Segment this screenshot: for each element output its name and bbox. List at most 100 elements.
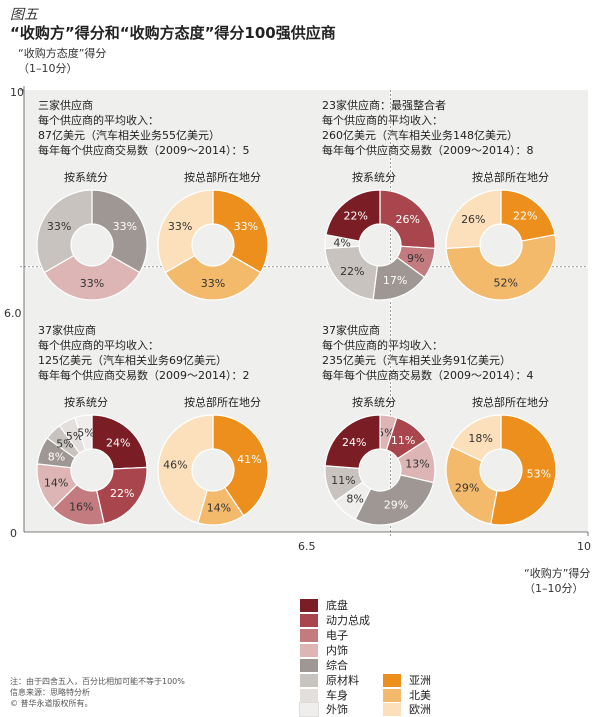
x-axis-label-line: （1–10分） xyxy=(524,582,584,595)
legend-item: 亚洲 xyxy=(383,672,431,688)
legend-item: 内饰 xyxy=(300,642,348,658)
system-donut-data-label: 24% xyxy=(106,436,130,449)
region-donut-data-label: 14% xyxy=(207,502,231,515)
system-donut-data-label: 33% xyxy=(113,220,137,233)
system-donut-data-label: 4% xyxy=(333,237,350,250)
footnotes: 注：由于四舍五入，百分比相加可能不等于100% 信息来源：思略特分析 © 普华永… xyxy=(10,676,185,709)
donut-title-region: 按总部所在地分 xyxy=(472,396,549,409)
info-line: 125亿美元（汽车相关业务69亿美元） xyxy=(38,354,227,367)
legend-swatch xyxy=(300,598,318,612)
system-donut-slice xyxy=(379,189,436,250)
donut-title-system: 按系统分 xyxy=(352,396,396,409)
system-donut-data-label: 13% xyxy=(405,458,429,471)
info-line: 23家供应商：最强整合者 xyxy=(322,99,446,112)
legend-label: 底盘 xyxy=(326,599,348,612)
info-line: 三家供应商 xyxy=(38,99,93,112)
legend-swatch xyxy=(300,688,318,702)
legend-swatch xyxy=(300,613,318,627)
info-line: 每个供应商的平均收入： xyxy=(38,339,159,352)
system-donut-slice xyxy=(324,245,379,301)
info-line: 260亿美元（汽车相关业务148亿美元） xyxy=(322,129,518,142)
legend-label: 亚洲 xyxy=(409,674,431,687)
system-donut-data-label: 24% xyxy=(342,436,366,449)
legend-swatch xyxy=(300,628,318,642)
system-donut-slice xyxy=(91,189,148,274)
region-donut-data-label: 22% xyxy=(513,210,537,223)
legend-swatch xyxy=(300,673,318,687)
region-donut-slice xyxy=(500,189,556,242)
region-donut-data-label: 18% xyxy=(468,432,492,445)
quadrant-info-bottom-right: 37家供应商 每个供应商的平均收入： 235亿美元（汽车相关业务91亿美元） 每… xyxy=(322,323,534,383)
legend-item: 车身 xyxy=(300,687,348,703)
system-donut-slice xyxy=(95,466,148,525)
legend-item: 电子 xyxy=(300,627,348,643)
region-donut-slice xyxy=(164,254,262,301)
region-donut-data-label: 26% xyxy=(461,213,485,226)
y-axis-label: “收购方态度”得分 （1–10分） xyxy=(18,46,106,76)
legend-item: 外饰 xyxy=(299,701,348,717)
footnote-line: 注：由于四舍五入，百分比相加可能不等于100% xyxy=(10,677,185,686)
footnote-line: © 普华永道版权所有。 xyxy=(10,699,93,708)
legend-label: 外饰 xyxy=(326,703,348,716)
info-line: 37家供应商 xyxy=(322,324,380,337)
legend-swatch xyxy=(300,658,318,672)
info-line: 87亿美元（汽车相关业务55亿美元） xyxy=(38,129,220,142)
region-donut-data-label: 33% xyxy=(234,220,258,233)
legend-label: 原材料 xyxy=(326,674,359,687)
info-line: 每年每个供应商交易数（2009～2014）：5 xyxy=(38,144,250,157)
x-tick-10: 10 xyxy=(577,540,591,553)
system-donut-slice xyxy=(74,414,93,451)
x-tick-6-5: 6.5 xyxy=(298,540,316,553)
quadrant-info-top-left: 三家供应商 每个供应商的平均收入： 87亿美元（汽车相关业务55亿美元） 每年每… xyxy=(38,98,250,158)
legend-swatch xyxy=(299,701,319,717)
legend-swatch xyxy=(383,688,401,702)
info-line: 每年每个供应商交易数（2009～2014）：4 xyxy=(322,369,534,382)
donut-title-system: 按系统分 xyxy=(64,396,108,409)
y-axis-label-line: （1–10分） xyxy=(18,62,78,75)
legend-item: 动力总成 xyxy=(300,612,370,628)
legend-label: 内饰 xyxy=(326,644,348,657)
info-line: 每年每个供应商交易数（2009～2014）：8 xyxy=(322,144,534,157)
system-donut-slice xyxy=(324,414,381,470)
chart-title: “收购方”得分和“收购方态度”得分100强供应商 xyxy=(10,24,336,42)
system-donut-data-label: 5% xyxy=(56,437,73,450)
region-donut-slice xyxy=(445,189,502,250)
y-tick-0: 0 xyxy=(10,527,17,540)
system-donut-data-label: 14% xyxy=(44,476,68,489)
system-donut-data-label: 26% xyxy=(395,213,419,226)
info-line: 每个供应商的平均收入： xyxy=(322,114,443,127)
info-line: 37家供应商 xyxy=(38,324,96,337)
system-donut-data-label: 16% xyxy=(69,500,93,513)
info-line: 每个供应商的平均收入： xyxy=(38,114,159,127)
donut-title-system: 按系统分 xyxy=(352,171,396,184)
system-donut-data-label: 11% xyxy=(391,434,415,447)
region-donut-data-label: 41% xyxy=(237,453,261,466)
system-donut-data-label: 5% xyxy=(66,430,83,443)
legend-label: 车身 xyxy=(326,689,348,702)
region-donut-slice xyxy=(450,414,502,462)
quadrant-info-bottom-left: 37家供应商 每个供应商的平均收入： 125亿美元（汽车相关业务69亿美元） 每… xyxy=(38,323,250,383)
system-donut-slice xyxy=(36,189,93,274)
region-donut-slice xyxy=(157,189,214,274)
system-donut-slice xyxy=(325,189,381,242)
region-donut-slice xyxy=(212,414,269,517)
system-donut-data-label: 29% xyxy=(384,498,408,511)
x-axis-label-line: “收购方”得分 xyxy=(524,567,591,580)
system-donut-data-label: 33% xyxy=(47,220,71,233)
legend-swatch xyxy=(300,643,318,657)
x-axis-label: “收购方”得分 （1–10分） xyxy=(524,566,590,596)
system-donut-data-label: 33% xyxy=(80,277,104,290)
system-donut-data-label: 22% xyxy=(344,210,368,223)
system-donut-data-label: 8% xyxy=(48,450,65,463)
legend-label: 电子 xyxy=(326,629,348,642)
donut-title-region: 按总部所在地分 xyxy=(184,396,261,409)
system-donut-data-label: 17% xyxy=(383,274,407,287)
legend-item: 北美 xyxy=(383,687,431,703)
region-donut-slice xyxy=(157,414,214,524)
region-donut-data-label: 29% xyxy=(455,481,479,494)
y-axis-label-line: “收购方态度”得分 xyxy=(18,47,107,60)
system-donut-data-label: 5% xyxy=(77,426,94,439)
figure-label: 图五 xyxy=(10,7,38,23)
system-donut-data-label: 22% xyxy=(340,265,364,278)
